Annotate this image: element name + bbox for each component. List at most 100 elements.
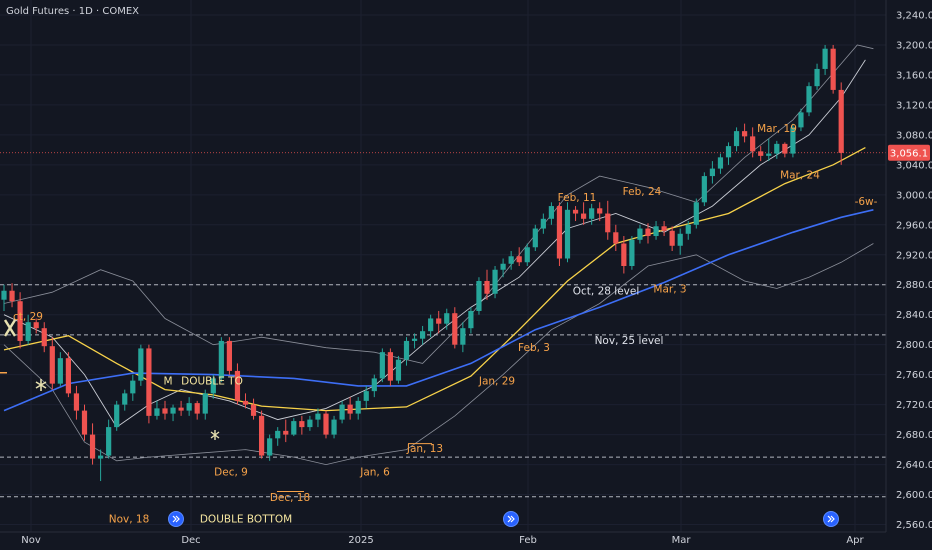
price-tick-label: 2,760.0 <box>896 370 932 381</box>
price-tick-label: 3,000.0 <box>896 190 932 201</box>
candle-body <box>210 378 216 394</box>
candle-body <box>57 358 63 384</box>
candle-body <box>701 176 707 203</box>
candle-body <box>420 331 426 339</box>
candle-body <box>733 131 740 147</box>
candle-body <box>9 290 15 302</box>
time-tick-label: Feb <box>519 535 537 546</box>
price-tick-label: 2,560.0 <box>896 520 932 531</box>
annotation-label: Jan, 29 <box>478 376 515 388</box>
annotation-label: Mar, 3 <box>653 283 686 295</box>
candles <box>1 44 844 482</box>
time-axis[interactable]: Nov Dec 2025 Feb Mar Apr <box>0 531 886 546</box>
ma-blue-line <box>3 209 874 412</box>
x-marker-icon <box>3 319 17 337</box>
annotation-label: Dec, 18 <box>270 492 310 504</box>
price-tick-mark <box>0 372 7 374</box>
candle-body <box>299 421 305 428</box>
candle-body <box>339 404 345 420</box>
candle-body <box>556 206 563 259</box>
price-tick-label: 2,920.0 <box>896 250 932 261</box>
candle-body <box>597 208 603 214</box>
annotation-label: ct, 29 <box>13 311 43 323</box>
candle-body <box>49 346 55 384</box>
candle-body <box>492 269 498 294</box>
candle-body <box>355 400 361 414</box>
candle-body <box>782 143 788 154</box>
forward-arrow-icon <box>507 515 515 523</box>
candle-body <box>114 404 120 428</box>
candle-body <box>73 393 80 411</box>
candle-body <box>226 340 232 371</box>
annotation-label: Dec, 9 <box>214 466 248 478</box>
annotations: Feb, 11 Feb, 24 Mar, 19 Mar, 24 Mar, 3 Feb, 3… <box>0 123 878 526</box>
candle-body <box>395 359 402 381</box>
candle-body <box>758 151 764 156</box>
price-axis[interactable]: 3,240.0 3,200.0 3,160.0 3,120.0 3,080.0 3,040… <box>885 0 932 550</box>
candle-body <box>750 136 756 152</box>
candle-body <box>476 280 482 311</box>
candle-body <box>267 438 273 456</box>
price-tick-label: 3,120.0 <box>896 100 932 111</box>
time-tick-label: Apr <box>846 535 864 546</box>
candle-body <box>766 153 772 156</box>
candle-body <box>468 310 474 329</box>
candle-body <box>669 230 675 246</box>
candle-body <box>154 408 160 416</box>
candle-body <box>379 352 385 379</box>
candle-body <box>685 224 691 234</box>
price-tick-label: 3,240.0 <box>896 10 932 21</box>
candle-body <box>98 455 104 459</box>
candle-body <box>25 322 31 341</box>
candle-body <box>403 340 410 360</box>
annotation-label: DOUBLE BOTTOM <box>200 514 292 526</box>
candle-body <box>1 290 7 300</box>
chart-title: Gold Futures · 1D · COMEX <box>6 6 139 17</box>
candle-body <box>250 404 257 416</box>
candle-body <box>798 112 804 128</box>
candle-body <box>460 328 466 345</box>
candle-body <box>452 313 458 345</box>
candle-body <box>508 256 514 264</box>
annotation-label: -6w- <box>855 196 878 208</box>
candle-body <box>677 233 683 246</box>
price-tick-label: 2,840.0 <box>896 310 932 321</box>
candle-body <box>363 391 369 401</box>
candle-body <box>387 352 393 381</box>
last-price-label: 3,056.1 <box>890 148 928 159</box>
candle-body <box>540 218 546 229</box>
price-tick-label: 2,680.0 <box>896 430 932 441</box>
time-tick-label: Mar <box>672 535 692 546</box>
candle-body <box>275 430 281 439</box>
candle-body <box>428 318 434 332</box>
candle-body <box>41 328 47 347</box>
price-tick-label: 2,640.0 <box>896 460 932 471</box>
candle-body <box>331 419 337 435</box>
candle-body <box>806 86 812 113</box>
price-tick-label: 3,200.0 <box>896 40 932 51</box>
candle-body <box>532 228 538 248</box>
annotation-label: Jan, 13 <box>406 443 443 455</box>
candle-body <box>589 208 595 219</box>
candle-body <box>17 301 23 341</box>
candle-body <box>347 404 353 414</box>
annotation-label: Mar, 24 <box>780 170 820 182</box>
candle-body <box>89 434 96 459</box>
price-tick-label: 3,080.0 <box>896 130 932 141</box>
candle-body <box>218 340 224 379</box>
candle-body <box>621 243 627 266</box>
candle-body <box>315 413 321 420</box>
candle-body <box>484 280 490 294</box>
candle-body <box>162 408 168 414</box>
candle-body <box>307 419 313 428</box>
candle-body <box>122 393 128 405</box>
annotation-label: Nov, 25 level <box>595 335 664 347</box>
candle-body <box>130 380 136 394</box>
candle-body <box>742 131 748 137</box>
annotation-label: M <box>163 376 172 388</box>
price-tick-label: 3,160.0 <box>896 70 932 81</box>
annotation-label: Feb, 11 <box>558 192 597 204</box>
candle-body <box>822 48 828 69</box>
